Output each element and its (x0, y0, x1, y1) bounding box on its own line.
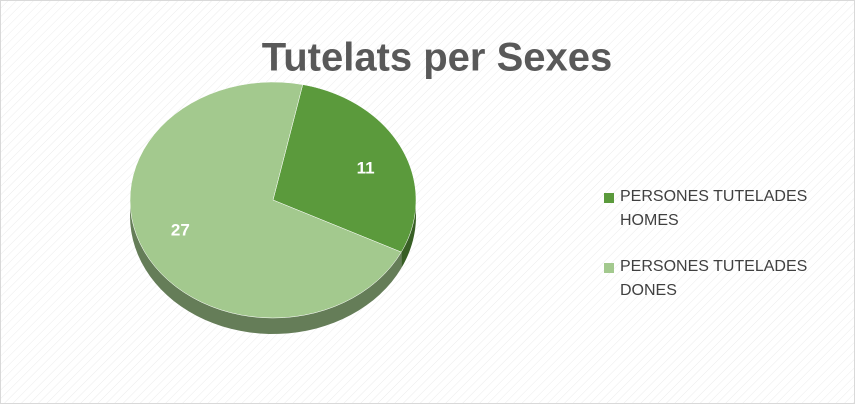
legend-label: PERSONES TUTELADES HOMES (620, 188, 808, 229)
pie-slice (272, 84, 417, 253)
chart-title: Tutelats per Sexes (262, 36, 613, 80)
data-label: 11 (357, 159, 375, 178)
legend-swatch (604, 193, 614, 203)
pie-slice (129, 81, 402, 319)
legend-label: PERSONES TUTELADES DONES (620, 258, 808, 299)
data-label: 27 (171, 220, 190, 239)
pie-side (401, 200, 416, 269)
legend-swatch (604, 263, 614, 273)
